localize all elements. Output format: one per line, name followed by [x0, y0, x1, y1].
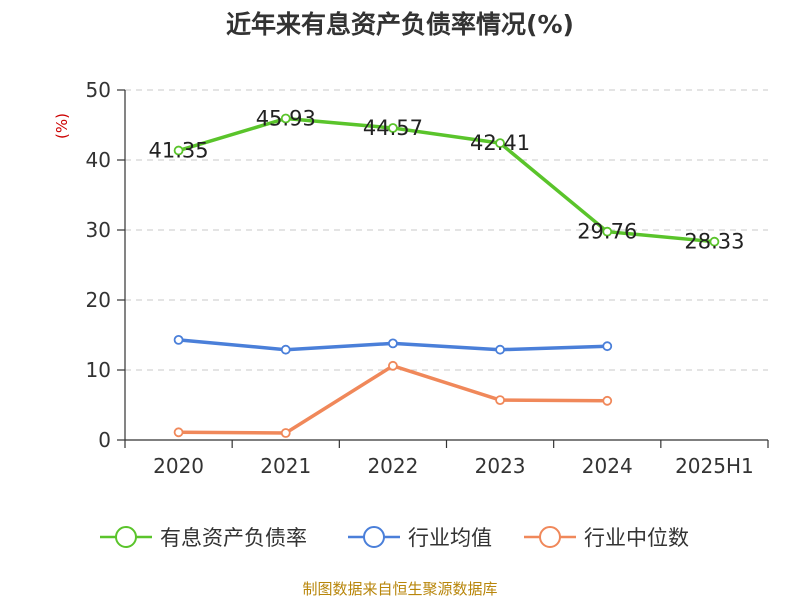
- series-2-point-2021: [280, 428, 291, 438]
- x-tick-label-2020: 2020: [153, 454, 204, 478]
- series-2-point-2020: [173, 427, 184, 438]
- series-2-point-2023: [495, 395, 505, 406]
- series-1-point-2023: [495, 344, 505, 355]
- x-tick-label-2024: 2024: [582, 454, 633, 478]
- legend-marker-2: [539, 526, 561, 548]
- legend-label-1: 行业均值: [408, 526, 492, 550]
- series-line-2: [178, 364, 608, 435]
- legend-marker-0: [115, 526, 137, 548]
- data-label-2023: 42.41: [470, 131, 530, 155]
- series-0-point-2021: [280, 113, 291, 124]
- gridlines: [125, 89, 768, 371]
- series-1-point-2022: [388, 338, 398, 349]
- data-label-2022: 44.57: [363, 116, 423, 140]
- series-line-0: [178, 116, 715, 244]
- series-0-point-2024: [602, 226, 613, 237]
- data-label-2024: 29.76: [577, 220, 637, 244]
- y-tick-label-40: 40: [86, 148, 111, 172]
- series-2-point-2024: [602, 395, 613, 406]
- chart-title: 近年来有息资产负债率情况(%): [226, 10, 574, 39]
- y-tick-label-0: 0: [98, 428, 111, 452]
- series-0-point-2022: [388, 123, 398, 133]
- y-tick-label-10: 10: [86, 358, 111, 382]
- series-0-point-2025H1: [709, 236, 720, 247]
- source-note: 制图数据来自恒生聚源数据库: [302, 580, 497, 598]
- data-labels: 41.35 45.93 44.57 42.41 29.76 28.33: [149, 106, 745, 253]
- legend: 有息资产负债率 行业均值 行业中位数: [100, 526, 689, 550]
- x-tick-label-2025H1: 2025H1: [675, 454, 754, 478]
- axes: 0 10 20 30 40 50 2020 2021 2022 2023 2024 2025H1: [86, 78, 769, 478]
- series-1-point-2021: [280, 344, 291, 355]
- legend-label-0: 有息资产负债率: [160, 526, 307, 550]
- legend-marker-1: [363, 526, 385, 548]
- data-label-2025H1: 28.33: [684, 230, 744, 254]
- x-tick-label-2022: 2022: [367, 454, 418, 478]
- series-1-point-2024: [602, 341, 613, 352]
- y-tick-label-30: 30: [86, 218, 111, 242]
- x-tick-label-2023: 2023: [475, 454, 526, 478]
- data-label-2020: 41.35: [149, 139, 209, 163]
- y-tick-label-20: 20: [86, 288, 111, 312]
- y-axis-label: (%): [53, 113, 71, 139]
- y-tick-label-50: 50: [86, 78, 111, 102]
- series-0-point-2023: [495, 138, 505, 149]
- series-2-point-2022: [388, 360, 398, 371]
- series-group: [173, 113, 720, 438]
- legend-label-2: 行业中位数: [584, 526, 689, 550]
- series-1-point-2020: [173, 334, 184, 345]
- series-0-point-2020: [173, 145, 184, 156]
- x-tick-label-2021: 2021: [260, 454, 311, 478]
- data-label-2021: 45.93: [256, 106, 316, 130]
